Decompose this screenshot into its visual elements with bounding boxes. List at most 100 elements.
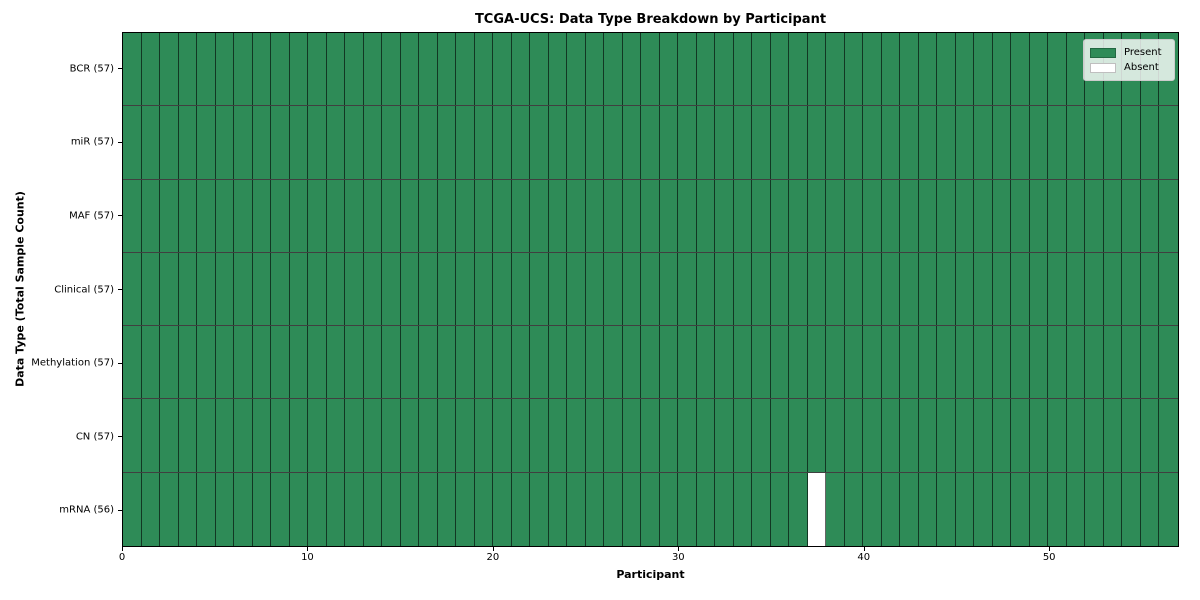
heatmap-cell-present xyxy=(807,252,827,326)
heatmap-cell-present xyxy=(474,33,494,106)
legend-label-present: Present xyxy=(1124,47,1162,58)
heatmap-cell-present xyxy=(345,179,364,252)
heatmap-cell-present xyxy=(271,326,290,399)
heatmap-cell-present xyxy=(345,326,364,399)
heatmap-cell-present xyxy=(1140,106,1160,179)
heatmap-cell-present xyxy=(881,326,901,399)
legend-item-absent: Absent xyxy=(1090,62,1168,73)
heatmap-cell-present xyxy=(844,399,864,472)
heatmap-cell-present xyxy=(141,472,161,546)
heatmap-cell-present xyxy=(604,106,623,179)
x-tick-label: 40 xyxy=(857,552,871,563)
heatmap-cell-present xyxy=(160,399,179,472)
heatmap-cell-present xyxy=(863,326,882,399)
heatmap-cell-present xyxy=(493,33,512,106)
heatmap-cell-present xyxy=(1066,326,1086,399)
heatmap-cell-present xyxy=(789,106,808,179)
heatmap-cell-present xyxy=(530,326,549,399)
heatmap-cell-present xyxy=(1011,472,1030,546)
heatmap-cell-present xyxy=(641,399,660,472)
heatmap-cell-present xyxy=(493,399,512,472)
heatmap-cell-present xyxy=(1159,399,1178,472)
heatmap-cell-present xyxy=(234,326,253,399)
heatmap-cell-present xyxy=(141,252,161,326)
heatmap-cell-present xyxy=(326,399,346,472)
heatmap-cell-present xyxy=(641,472,660,546)
heatmap-cell-present xyxy=(678,399,697,472)
heatmap-cell-present xyxy=(271,399,290,472)
heatmap-cell-present xyxy=(863,252,882,326)
heatmap-cell-present xyxy=(1085,326,1104,399)
heatmap-cell-present xyxy=(752,252,771,326)
heatmap-cell-present xyxy=(1011,252,1030,326)
heatmap-cell-present xyxy=(641,179,660,252)
heatmap-cell-present xyxy=(1066,179,1086,252)
heatmap-cell-present xyxy=(918,472,938,546)
heatmap-cell-present xyxy=(326,252,346,326)
heatmap-cell-present xyxy=(789,326,808,399)
heatmap-cell-present xyxy=(955,33,975,106)
y-tick-label: BCR (57) xyxy=(69,63,114,75)
heatmap-cell-present xyxy=(400,399,420,472)
heatmap-cell-present xyxy=(178,326,198,399)
heatmap-cell-present xyxy=(770,179,790,252)
heatmap-cell-present xyxy=(400,472,420,546)
heatmap-cell-present xyxy=(160,33,179,106)
y-tick-mark xyxy=(118,362,122,364)
heatmap-cell-present xyxy=(326,179,346,252)
heatmap-cell-present xyxy=(585,472,605,546)
heatmap-cell-present xyxy=(1122,252,1141,326)
heatmap-cell-present xyxy=(826,179,845,252)
heatmap-cell-present xyxy=(178,399,198,472)
heatmap-cell-present xyxy=(733,326,753,399)
heatmap-cell-present xyxy=(141,179,161,252)
heatmap-cell-present xyxy=(215,399,235,472)
heatmap-cell-present xyxy=(530,106,549,179)
heatmap-cell-present xyxy=(234,179,253,252)
heatmap-cell-present xyxy=(881,106,901,179)
heatmap-cell-present xyxy=(733,33,753,106)
heatmap-cell-present xyxy=(567,33,586,106)
heatmap-cell-present xyxy=(918,179,938,252)
x-tick-label: 20 xyxy=(486,552,500,563)
heatmap-cell-present xyxy=(1103,252,1123,326)
heatmap-cell-present xyxy=(215,33,235,106)
heatmap-cell-present xyxy=(493,179,512,252)
heatmap-cell-present xyxy=(141,106,161,179)
heatmap-cell-present xyxy=(1122,472,1141,546)
heatmap-cell-present xyxy=(456,33,475,106)
heatmap-cell-present xyxy=(326,326,346,399)
heatmap-cell-present xyxy=(382,33,401,106)
heatmap-cell-present xyxy=(215,326,235,399)
heatmap-cell-present xyxy=(141,326,161,399)
heatmap-cell-present xyxy=(1011,326,1030,399)
heatmap-cell-present xyxy=(752,399,771,472)
heatmap-cell-present xyxy=(215,472,235,546)
heatmap-cell-present xyxy=(1048,326,1067,399)
heatmap-cell-present xyxy=(363,326,383,399)
heatmap-cell-present xyxy=(789,472,808,546)
heatmap-cell-present xyxy=(1048,252,1067,326)
heatmap-cell-present xyxy=(622,33,642,106)
heatmap-cell-present xyxy=(197,472,216,546)
heatmap-cell-present xyxy=(345,472,364,546)
heatmap-cell-present xyxy=(1159,252,1178,326)
heatmap-cell-present xyxy=(271,252,290,326)
heatmap-cell-present xyxy=(937,106,956,179)
y-tick-label: miR (57) xyxy=(70,136,114,148)
heatmap-cell-present xyxy=(604,399,623,472)
heatmap-cell-present xyxy=(178,179,198,252)
heatmap-row-methylation xyxy=(123,326,1178,400)
heatmap-cell-present xyxy=(955,326,975,399)
heatmap-cell-present xyxy=(844,472,864,546)
heatmap-cell-present xyxy=(1122,399,1141,472)
heatmap-cell-present xyxy=(160,252,179,326)
heatmap-cell-present xyxy=(1159,179,1178,252)
heatmap-cell-present xyxy=(456,252,475,326)
heatmap-cell-present xyxy=(937,326,956,399)
heatmap-cell-present xyxy=(289,106,309,179)
heatmap-cell-present xyxy=(252,106,272,179)
heatmap-cell-present xyxy=(678,179,697,252)
heatmap-cell-present xyxy=(863,472,882,546)
heatmap-cell-present xyxy=(659,179,679,252)
